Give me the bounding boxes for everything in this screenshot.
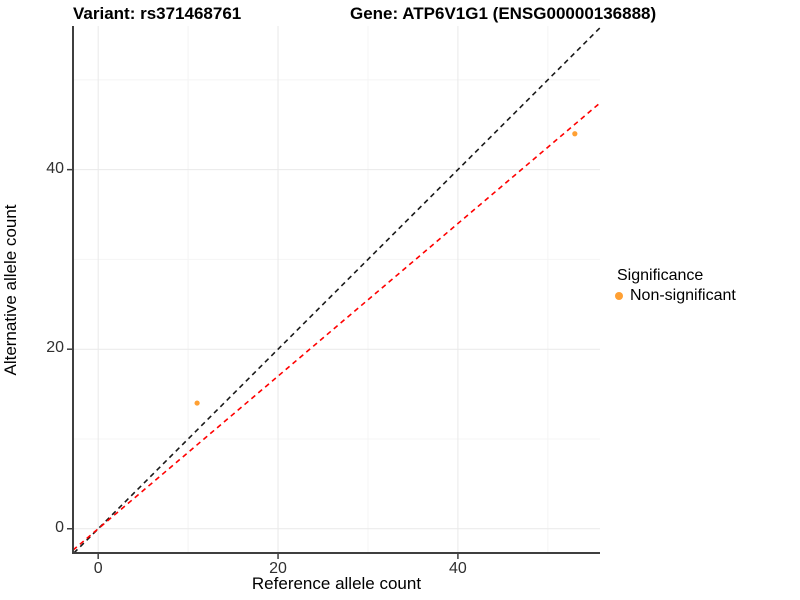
x-tick-label: 40 — [449, 560, 467, 577]
regression-line — [72, 102, 601, 551]
non-significant-point-icon — [615, 292, 623, 300]
data-point — [572, 131, 578, 137]
y-axis-title: Alternative allele count — [1, 204, 20, 376]
variant-title: Variant: rs371468761 — [73, 4, 242, 23]
y-tick-label: 20 — [46, 339, 64, 357]
identity-line — [73, 27, 601, 554]
gene-title: Gene: ATP6V1G1 (ENSG00000136888) — [350, 4, 657, 23]
x-tick-label: 0 — [93, 560, 103, 577]
legend-item-non-significant: Non-significant — [613, 287, 793, 305]
x-tick-label: 20 — [269, 560, 287, 577]
y-tick-label: 0 — [55, 518, 64, 536]
x-axis-title: Reference allele count — [251, 574, 422, 593]
legend-title: Significance — [617, 267, 704, 284]
data-point — [194, 400, 200, 406]
legend: Significance Non-significant — [613, 267, 793, 305]
y-tick-label: 40 — [46, 159, 64, 177]
legend-item-label: Non-significant — [630, 287, 736, 304]
